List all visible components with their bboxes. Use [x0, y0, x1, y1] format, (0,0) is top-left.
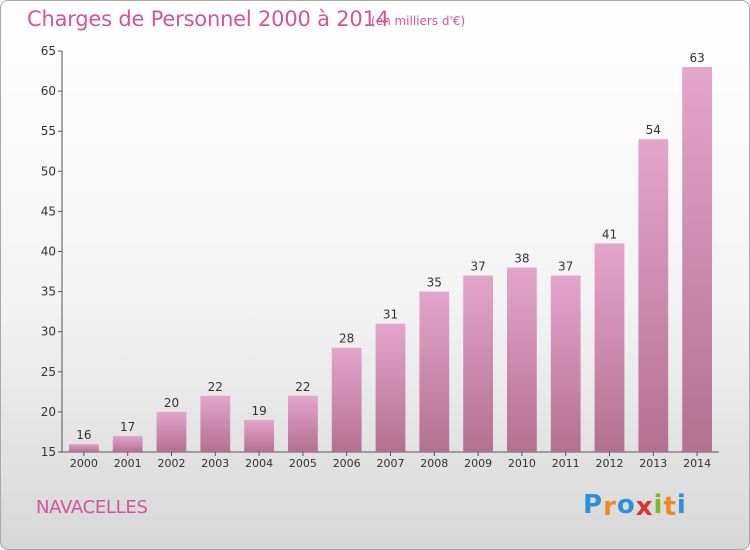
x-tick-label: 2004	[245, 457, 273, 470]
y-tick-label: 65	[41, 44, 56, 58]
bar-2010	[507, 267, 537, 452]
bar-value-label: 37	[470, 260, 485, 274]
bar-2013	[638, 139, 669, 452]
bar-2001	[112, 435, 143, 452]
x-tick-label: 2011	[552, 457, 580, 470]
bar-value-label: 31	[383, 308, 398, 322]
y-tick-label: 55	[41, 124, 56, 138]
x-tick-label: 2010	[508, 457, 536, 470]
bar-value-label: 37	[558, 260, 573, 274]
x-tick-label: 2001	[114, 457, 142, 470]
x-tick-label: 2005	[289, 457, 317, 470]
bar-2007	[375, 323, 406, 452]
bar-2012	[594, 243, 625, 452]
bar-value-label: 20	[164, 396, 179, 410]
bar-value-label: 38	[514, 252, 529, 266]
bar-value-label: 16	[76, 428, 91, 442]
bar-2006	[331, 347, 362, 452]
x-tick-label: 2002	[158, 457, 186, 470]
bar-2008	[419, 291, 450, 452]
y-tick-label: 35	[41, 285, 56, 299]
commune-name: NAVACELLES	[36, 497, 148, 518]
x-tick-label: 2008	[420, 457, 448, 470]
bar-2014	[682, 67, 712, 452]
bar-value-label: 54	[646, 123, 661, 137]
x-tick-label: 2014	[683, 457, 711, 470]
x-tick-label: 2006	[333, 457, 361, 470]
bar-value-label: 28	[339, 332, 354, 346]
x-tick-label: 2000	[70, 457, 98, 470]
x-tick-label: 2012	[596, 457, 624, 470]
x-tick-label: 2007	[377, 457, 405, 470]
bar-value-label: 19	[251, 404, 266, 418]
y-tick-label: 40	[41, 245, 56, 259]
bar-2009	[463, 275, 493, 452]
bar-value-label: 35	[427, 276, 442, 290]
proxiti-logo: Proxiti	[583, 490, 687, 522]
y-tick-label: 15	[41, 445, 56, 459]
bar-value-label: 17	[120, 420, 135, 434]
chart-title: Charges de Personnel 2000 à 2014	[27, 7, 389, 31]
y-tick-label: 25	[41, 365, 56, 379]
x-tick-label: 2003	[201, 457, 229, 470]
bar-2005	[288, 395, 318, 452]
bar-2011	[550, 275, 581, 452]
y-tick-label: 50	[41, 164, 56, 178]
y-tick-label: 20	[41, 405, 56, 419]
y-tick-label: 45	[41, 204, 56, 218]
bar-value-label: 41	[602, 227, 617, 241]
y-tick-label: 30	[41, 325, 56, 339]
bar-value-label: 63	[689, 51, 704, 65]
bar-2000	[69, 443, 99, 452]
x-tick-label: 2013	[639, 457, 667, 470]
bar-2003	[200, 395, 231, 452]
chart-subtitle: (en milliers d'€)	[371, 14, 466, 28]
bar-value-label: 22	[295, 380, 310, 394]
bar-2004	[244, 419, 274, 452]
y-tick-label: 60	[41, 84, 56, 98]
bar-value-label: 22	[208, 380, 223, 394]
bar-2002	[156, 411, 187, 452]
x-tick-label: 2009	[464, 457, 492, 470]
